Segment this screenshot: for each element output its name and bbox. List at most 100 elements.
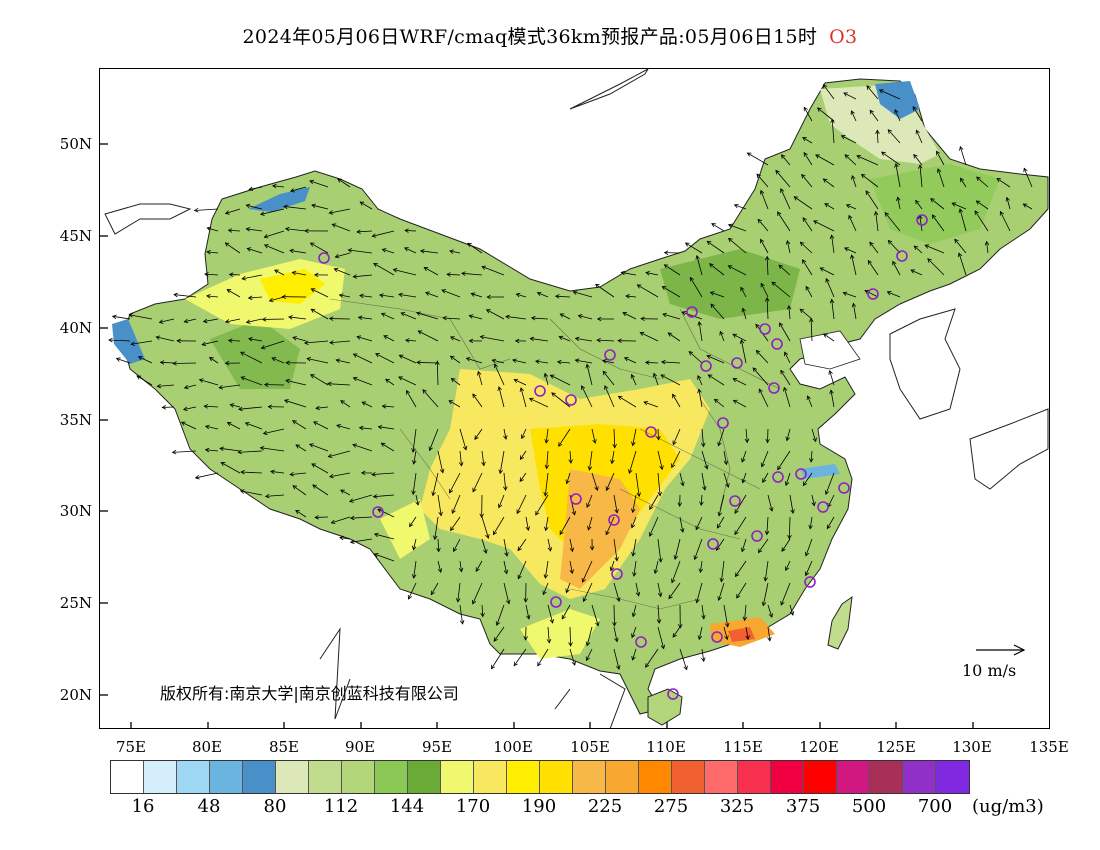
wind-arrow: [693, 538, 703, 561]
legend-label: 144: [389, 796, 425, 817]
wind-arrow: [736, 582, 747, 599]
wind-vector-field: [108, 84, 1033, 671]
wind-arrow: [936, 150, 945, 166]
wind-arrow: [808, 317, 814, 342]
lon-label-125e: 125E: [876, 738, 916, 756]
wind-arrow: [330, 516, 351, 525]
wind-arrow: [240, 469, 263, 475]
city-marker: [768, 382, 780, 394]
wind-arrow: [224, 318, 241, 324]
wind-arrow: [829, 234, 835, 254]
wind-arrow: [887, 129, 901, 144]
wind-arrow: [377, 508, 395, 518]
city-marker: [916, 214, 928, 226]
wind-arrow: [380, 312, 395, 320]
wind-arrow: [559, 313, 571, 320]
wind-arrow: [657, 472, 663, 497]
city-marker: [751, 530, 763, 542]
wind-arrow: [455, 582, 461, 603]
wind-arrow: [108, 337, 131, 343]
wind-arrow: [695, 516, 703, 531]
wind-arrow: [851, 174, 857, 188]
wind-arrow: [759, 189, 769, 210]
wind-arrow: [780, 582, 791, 606]
wind-arrow: [582, 582, 593, 603]
wind-arrow: [468, 314, 483, 320]
legend-swatch: [639, 761, 672, 793]
wind-arrow: [777, 211, 791, 232]
wind-arrow: [679, 516, 685, 533]
legend-swatch: [606, 761, 639, 793]
wind-arrow: [667, 332, 681, 342]
wind-arrow: [999, 210, 1011, 232]
wind-arrow: [503, 582, 511, 605]
wind-arrow: [723, 626, 729, 641]
wind-arrow: [486, 294, 505, 300]
wind-arrow: [697, 388, 703, 408]
wind-arrow: [954, 238, 967, 254]
wind-arrow: [672, 393, 681, 408]
wind-arrow: [789, 494, 795, 514]
wind-arrow: [329, 340, 351, 345]
wind-arrow: [435, 360, 440, 386]
city-marker: [534, 385, 546, 397]
wind-arrow: [673, 538, 681, 560]
wind-arrow: [333, 267, 351, 276]
wind-arrow: [437, 450, 445, 474]
wind-arrow: [752, 367, 769, 386]
wind-arrow: [245, 227, 263, 232]
wind-arrow: [787, 516, 792, 540]
wind-arrow: [517, 560, 527, 580]
wind-arrow: [449, 472, 461, 494]
wind-arrow: [785, 560, 791, 572]
wind-arrow: [352, 376, 373, 386]
wind-arrow: [671, 560, 681, 584]
wind-arrow: [609, 560, 615, 572]
wind-arrow: [727, 237, 747, 254]
wind-arrow: [340, 400, 351, 408]
wind-arrow: [356, 229, 373, 234]
wind-arrow: [495, 604, 505, 626]
legend-label: 325: [719, 796, 755, 817]
wind-arrow: [915, 129, 923, 144]
legend-swatch: [804, 761, 837, 793]
legend-swatch: [177, 761, 210, 793]
wind-arrow: [544, 516, 549, 532]
wind-arrow: [347, 248, 373, 254]
wind-arrow: [707, 374, 725, 386]
wind-arrow: [657, 538, 663, 563]
wind-arrow: [1023, 167, 1033, 188]
wind-arrow: [604, 385, 615, 408]
legend-swatch: [243, 761, 276, 793]
lon-label-115e: 115E: [723, 738, 763, 756]
wind-arrow: [373, 552, 395, 562]
wind-arrow: [412, 450, 417, 465]
wind-arrow: [247, 295, 263, 301]
wind-arrow: [155, 335, 175, 342]
wind-arrow: [198, 378, 219, 386]
wind-arrow: [924, 244, 945, 254]
wind-arrow: [767, 494, 774, 512]
wind-arrow: [559, 516, 571, 536]
wind-arrow: [311, 203, 329, 210]
wind-arrow: [202, 318, 219, 324]
wind-arrow: [246, 247, 263, 254]
wind-arrow: [740, 286, 747, 298]
wind-arrow: [219, 446, 241, 452]
wind-arrow: [224, 360, 241, 366]
lon-label-80e: 80E: [191, 738, 223, 756]
wind-arrow: [372, 494, 395, 499]
wind-arrow: [684, 242, 703, 254]
wind-arrow: [697, 626, 703, 641]
wind-arrow: [331, 223, 351, 232]
wind-arrow: [204, 424, 219, 430]
wind-arrow: [491, 358, 505, 364]
wind-arrow: [289, 472, 307, 477]
kazakh-outline: [104, 203, 192, 235]
wind-arrow: [568, 626, 573, 647]
wind-arrow: [459, 428, 468, 451]
wind-arrow: [516, 494, 527, 515]
wind-arrow: [450, 377, 461, 386]
city-marker: [565, 394, 577, 406]
wind-arrow: [203, 404, 219, 409]
